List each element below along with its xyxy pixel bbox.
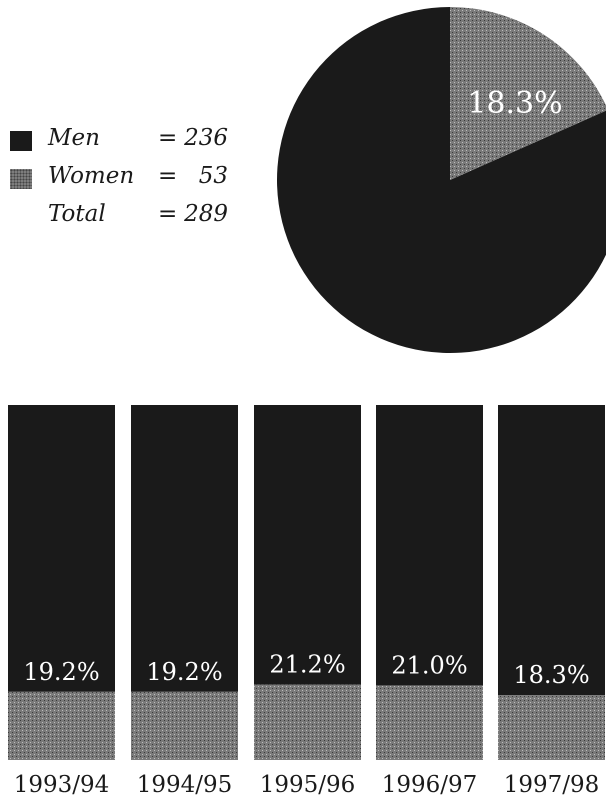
x-tick-label: 1994/95 <box>137 772 233 798</box>
bar-women-segment <box>8 691 115 760</box>
bar-women-segment <box>376 685 483 760</box>
legend-swatch-men <box>10 131 32 151</box>
x-tick-label: 1996/97 <box>382 772 478 798</box>
bar-value-label: 19.2% <box>146 658 222 686</box>
legend-row-men: Men = 236 <box>10 125 250 163</box>
pie-slice-men <box>277 7 606 353</box>
bar-men-segment <box>8 405 115 692</box>
pie-slice-women <box>450 7 606 180</box>
legend-swatch-women <box>10 169 32 189</box>
bar-men-segment <box>254 405 361 685</box>
bar-women-segment <box>131 691 238 760</box>
bar-men-segment <box>498 405 605 696</box>
legend-value-men: 236 <box>184 125 228 151</box>
legend-value-women: 53 <box>198 163 228 189</box>
pie-chart: 18.3% <box>277 7 606 353</box>
bar-women-segment <box>498 695 605 760</box>
bar-value-label: 19.2% <box>23 658 99 686</box>
x-tick-label: 1993/94 <box>14 772 110 798</box>
bar-value-label: 21.0% <box>391 651 467 679</box>
legend-row-women: Women = 53 <box>10 163 250 201</box>
legend-label-women: Women <box>48 163 135 189</box>
bar-women-segment <box>254 684 361 760</box>
x-tick-label: 1995/96 <box>260 772 356 798</box>
bar-men-segment <box>376 405 483 686</box>
legend-label-men: Men <box>48 125 100 151</box>
legend-equals-men: = <box>158 125 178 151</box>
bar-men-segment <box>131 405 238 692</box>
legend-equals-total: = <box>158 201 178 227</box>
x-tick-label: 1997/98 <box>504 772 600 798</box>
bar-value-label: 18.3% <box>513 661 589 689</box>
bar-chart: 19.2% 1993/94 19.2% 1994/95 21.2% 1995/96 21.0… <box>8 405 605 798</box>
legend-label-total: Total <box>48 201 106 227</box>
legend: Men = 236 Women = 53 Total = 289 <box>10 125 250 239</box>
legend-value-total: 289 <box>184 201 228 227</box>
legend-row-total: Total = 289 <box>10 201 250 239</box>
bar-value-label: 21.2% <box>269 651 345 679</box>
legend-equals-women: = <box>158 163 178 189</box>
pie-label-women: 18.3% <box>467 86 562 121</box>
